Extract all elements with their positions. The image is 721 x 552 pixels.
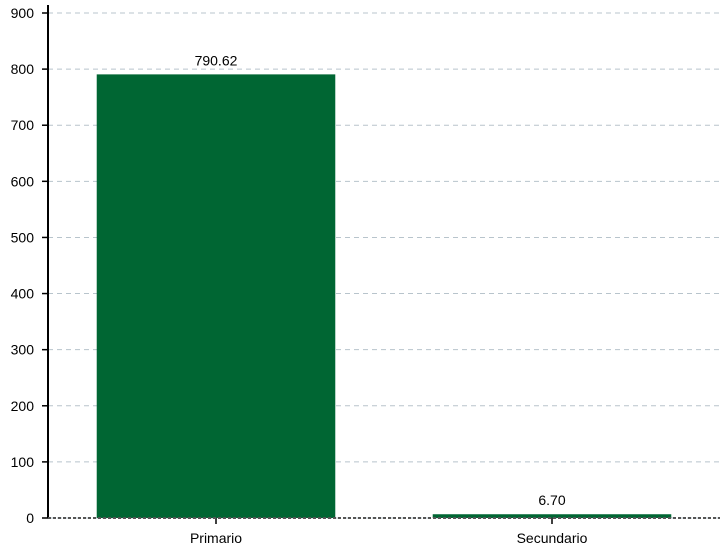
y-tick-label: 400 [11,286,35,302]
y-tick-label: 600 [11,173,35,189]
y-tick-label: 800 [11,61,35,77]
bar-primario [96,74,336,519]
y-tick-label: 500 [11,229,35,245]
data-label-primario: 790.62 [195,52,238,68]
bars [96,74,672,519]
y-tick-label: 300 [11,342,35,358]
bar-secundario [432,514,672,518]
y-axis-ticks: 0 100 200 300 400 500 600 700 800 900 [11,5,48,526]
y-tick-label: 0 [26,510,34,526]
data-label-secundario: 6.70 [538,492,565,508]
data-labels: 790.62 6.70 [195,52,566,508]
y-tick-label: 700 [11,117,35,133]
y-tick-label: 900 [11,5,35,21]
y-tick-label: 200 [11,398,35,414]
x-tick-label-secundario: Secundario [517,530,588,546]
y-tick-label: 100 [11,454,35,470]
x-tick-label-primario: Primario [190,530,242,546]
x-axis-labels: Primario Secundario [190,518,588,546]
